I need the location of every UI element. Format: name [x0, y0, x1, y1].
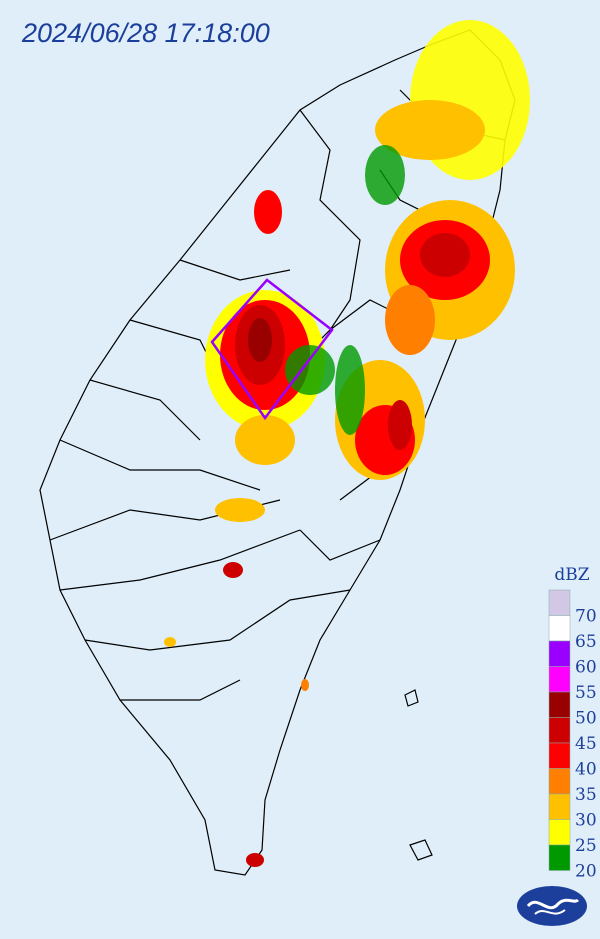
radar-echoes — [164, 20, 530, 867]
legend-label: 65 — [575, 632, 597, 652]
legend-swatch — [548, 691, 571, 718]
legend-swatch — [548, 615, 571, 642]
legend-label: 25 — [575, 836, 597, 856]
legend-swatch — [548, 640, 571, 667]
logo — [517, 886, 587, 926]
legend-label: 70 — [575, 607, 597, 627]
legend-label: 20 — [575, 862, 597, 882]
legend-label: 30 — [575, 811, 597, 831]
legend-unit: dBZ — [554, 565, 589, 585]
legend-swatch — [548, 844, 571, 871]
legend-label: 35 — [575, 785, 597, 805]
timestamp: 2024/06/28 17:18:00 — [21, 18, 270, 48]
legend-swatch — [548, 717, 571, 744]
legend-label: 60 — [575, 658, 597, 678]
legend-label: 55 — [575, 683, 597, 703]
legend: dBZ 70 65 60 55 50 45 40 35 30 25 20 — [548, 565, 597, 882]
legend-swatch — [548, 742, 571, 769]
legend-swatch — [548, 793, 571, 820]
legend-swatch — [548, 589, 571, 616]
legend-label: 45 — [575, 734, 597, 754]
legend-label: 50 — [575, 709, 597, 729]
legend-swatch — [548, 666, 571, 693]
legend-label: 40 — [575, 760, 597, 780]
legend-swatch — [548, 768, 571, 795]
legend-swatch — [548, 819, 571, 846]
